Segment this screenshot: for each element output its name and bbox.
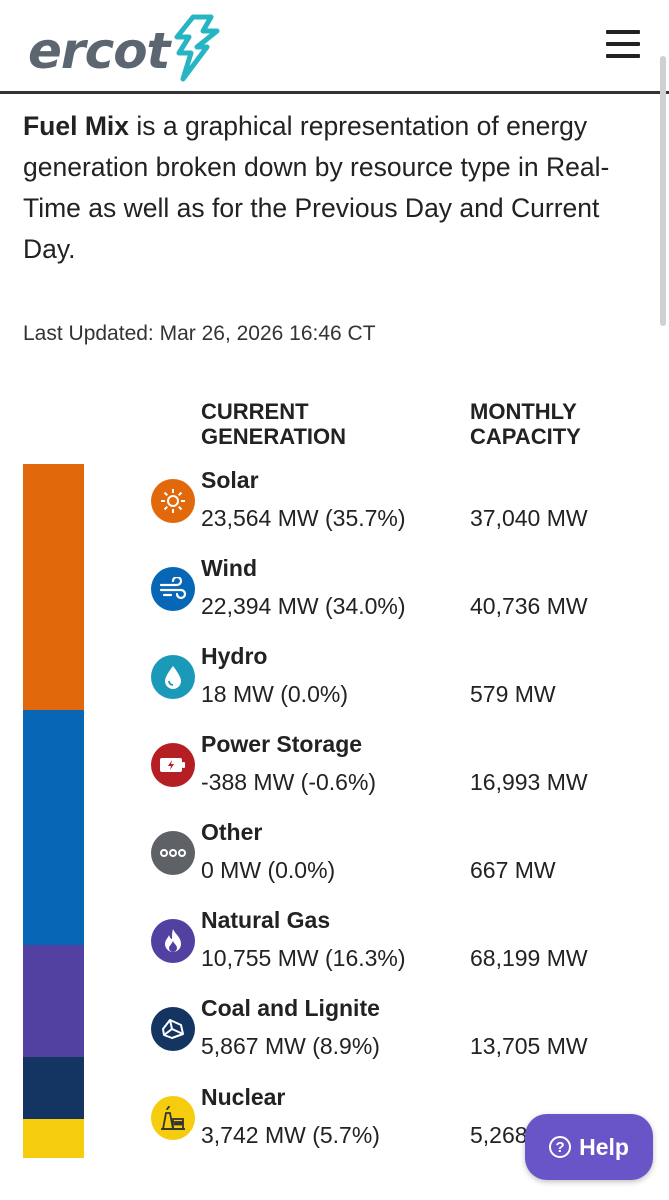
fuel-generation: 3,742 MW (5.7%): [201, 1122, 380, 1148]
fuel-capacity: 667 MW: [470, 857, 556, 883]
wind-icon: [151, 567, 195, 611]
fuel-generation: -388 MW (-0.6%): [201, 769, 377, 795]
logo-text: ercot: [28, 22, 170, 80]
bar-segment-wind[interactable]: [23, 710, 84, 945]
intro-title: Fuel Mix: [23, 111, 130, 141]
fuel-capacity: 68,199 MW: [470, 945, 588, 971]
fuel-name: Power Storage: [201, 731, 363, 757]
fuel-row-hydro: Hydro 18 MW (0.0%) 579 MW: [150, 643, 650, 723]
scrollbar[interactable]: [660, 56, 666, 326]
battery-icon: [151, 743, 195, 787]
hamburger-icon[interactable]: [606, 30, 642, 60]
fuel-row-other: Other 0 MW (0.0%) 667 MW: [150, 819, 650, 899]
fuel-name: Wind: [201, 555, 257, 581]
bar-segment-nuclear[interactable]: [23, 1118, 84, 1159]
fuel-name: Hydro: [201, 643, 268, 669]
bar-segment-coal[interactable]: [23, 1057, 84, 1119]
column-header-generation: CURRENT GENERATION: [201, 399, 347, 449]
coal-icon: [151, 1007, 195, 1051]
fuel-row-coal-and-lignite: Coal and Lignite 5,867 MW (8.9%) 13,705 …: [150, 995, 650, 1075]
fuel-name: Other: [201, 819, 263, 845]
question-circle-icon: ?: [549, 1136, 572, 1158]
help-button[interactable]: ? Help: [525, 1114, 653, 1180]
fuel-generation: 0 MW (0.0%): [201, 857, 336, 883]
sun-icon: [151, 479, 195, 523]
fuel-capacity: 16,993 MW: [470, 769, 588, 795]
ercot-logo[interactable]: ercot: [28, 14, 221, 88]
dots-icon: [151, 831, 195, 875]
fuel-row-natural-gas: Natural Gas 10,755 MW (16.3%) 68,199 MW: [150, 907, 650, 987]
fuel-capacity: 40,736 MW: [470, 593, 588, 619]
fuel-capacity: 37,040 MW: [470, 505, 588, 531]
help-label: Help: [579, 1133, 629, 1160]
fuel-name: Coal and Lignite: [201, 995, 380, 1021]
fuel-name: Natural Gas: [201, 907, 331, 933]
fuel-mix-stacked-bar: [23, 464, 84, 1159]
header: ercot: [0, 0, 669, 94]
intro-paragraph: Fuel Mix is a graphical representation o…: [23, 106, 638, 270]
fuel-generation: 10,755 MW (16.3%): [201, 945, 406, 971]
nuclear-plant-icon: [151, 1096, 195, 1140]
fuel-capacity: 13,705 MW: [470, 1033, 588, 1059]
column-header-capacity: MONTHLY CAPACITY: [470, 399, 581, 449]
fuel-row-power-storage: Power Storage -388 MW (-0.6%) 16,993 MW: [150, 731, 650, 811]
fuel-row-solar: Solar 23,564 MW (35.7%) 37,040 MW: [150, 467, 650, 547]
last-updated: Last Updated: Mar 26, 2026 16:46 CT: [23, 322, 376, 345]
fuel-generation: 22,394 MW (34.0%): [201, 593, 406, 619]
fuel-generation: 5,867 MW (8.9%): [201, 1033, 380, 1059]
fuel-name: Nuclear: [201, 1084, 286, 1110]
fuel-capacity: 579 MW: [470, 681, 556, 707]
fuel-generation: 23,564 MW (35.7%): [201, 505, 406, 531]
bar-segment-solar[interactable]: [23, 464, 84, 711]
intro-text: is a graphical representation of energy …: [23, 111, 610, 264]
flame-icon: [151, 919, 195, 963]
fuel-row-wind: Wind 22,394 MW (34.0%) 40,736 MW: [150, 555, 650, 635]
bar-segment-natural-gas[interactable]: [23, 944, 84, 1058]
fuel-generation: 18 MW (0.0%): [201, 681, 348, 707]
droplet-icon: [151, 655, 195, 699]
fuel-name: Solar: [201, 467, 259, 493]
lightning-bolt-icon: [174, 14, 220, 82]
